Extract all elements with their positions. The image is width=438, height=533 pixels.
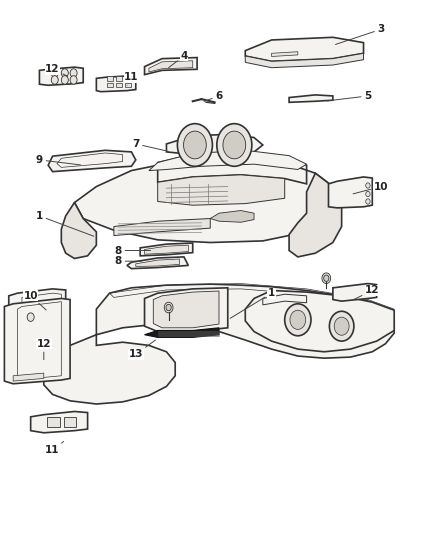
Polygon shape bbox=[245, 290, 394, 352]
Text: 4: 4 bbox=[169, 51, 187, 68]
Text: 9: 9 bbox=[36, 155, 81, 165]
Polygon shape bbox=[44, 284, 394, 404]
Circle shape bbox=[70, 76, 77, 84]
Polygon shape bbox=[140, 243, 193, 256]
Bar bbox=[47, 417, 60, 427]
Circle shape bbox=[51, 69, 58, 77]
Text: 12: 12 bbox=[36, 339, 51, 360]
Text: 1: 1 bbox=[36, 211, 94, 236]
Circle shape bbox=[366, 191, 370, 197]
Text: 11: 11 bbox=[45, 441, 64, 455]
Circle shape bbox=[285, 304, 311, 336]
Circle shape bbox=[366, 199, 370, 204]
Text: 8: 8 bbox=[115, 256, 142, 266]
Polygon shape bbox=[13, 373, 44, 381]
Circle shape bbox=[223, 131, 246, 159]
Circle shape bbox=[61, 69, 68, 77]
Text: 13: 13 bbox=[128, 340, 155, 359]
Text: 8: 8 bbox=[115, 246, 151, 255]
Bar bbox=[107, 76, 113, 81]
Circle shape bbox=[27, 313, 34, 321]
Circle shape bbox=[329, 311, 354, 341]
Polygon shape bbox=[333, 284, 377, 301]
Polygon shape bbox=[149, 150, 307, 171]
Polygon shape bbox=[114, 219, 210, 236]
Bar bbox=[116, 76, 122, 81]
Circle shape bbox=[217, 124, 252, 166]
Circle shape bbox=[184, 131, 206, 159]
Polygon shape bbox=[289, 173, 342, 257]
Polygon shape bbox=[136, 259, 180, 266]
Polygon shape bbox=[145, 58, 197, 75]
Polygon shape bbox=[166, 134, 263, 155]
Polygon shape bbox=[145, 288, 228, 332]
Circle shape bbox=[324, 275, 329, 281]
Polygon shape bbox=[245, 37, 364, 61]
Polygon shape bbox=[127, 257, 188, 269]
Bar bbox=[116, 83, 122, 87]
Text: 3: 3 bbox=[336, 25, 385, 44]
Bar bbox=[64, 417, 76, 427]
Polygon shape bbox=[158, 175, 285, 205]
Bar bbox=[107, 83, 113, 87]
Circle shape bbox=[366, 183, 370, 188]
Polygon shape bbox=[31, 411, 88, 433]
Polygon shape bbox=[289, 95, 333, 102]
Text: 7: 7 bbox=[132, 139, 168, 151]
Polygon shape bbox=[96, 76, 136, 92]
Polygon shape bbox=[9, 345, 61, 362]
Circle shape bbox=[164, 302, 173, 313]
Text: 1: 1 bbox=[230, 288, 275, 318]
Polygon shape bbox=[9, 289, 66, 346]
Circle shape bbox=[70, 69, 77, 77]
Bar bbox=[125, 83, 131, 87]
Circle shape bbox=[51, 76, 58, 84]
Circle shape bbox=[61, 76, 68, 84]
Text: 10: 10 bbox=[23, 291, 46, 310]
Polygon shape bbox=[145, 328, 219, 337]
Circle shape bbox=[334, 317, 349, 335]
Polygon shape bbox=[245, 53, 364, 68]
Polygon shape bbox=[74, 157, 342, 243]
Text: 11: 11 bbox=[124, 72, 139, 85]
Polygon shape bbox=[145, 245, 188, 254]
Polygon shape bbox=[153, 291, 219, 328]
Text: 6: 6 bbox=[204, 91, 223, 101]
Circle shape bbox=[290, 310, 306, 329]
Text: 12: 12 bbox=[353, 286, 380, 300]
Polygon shape bbox=[328, 177, 372, 208]
Polygon shape bbox=[39, 67, 83, 85]
Polygon shape bbox=[48, 150, 136, 172]
Polygon shape bbox=[149, 61, 193, 72]
Polygon shape bbox=[272, 52, 298, 56]
Bar bbox=[125, 76, 131, 81]
Text: 5: 5 bbox=[327, 91, 371, 101]
Text: 12: 12 bbox=[45, 64, 67, 76]
Circle shape bbox=[322, 273, 331, 284]
Polygon shape bbox=[210, 211, 254, 222]
Polygon shape bbox=[4, 298, 70, 384]
Circle shape bbox=[177, 124, 212, 166]
Circle shape bbox=[166, 304, 171, 311]
Text: 10: 10 bbox=[353, 182, 389, 194]
Polygon shape bbox=[61, 203, 96, 259]
